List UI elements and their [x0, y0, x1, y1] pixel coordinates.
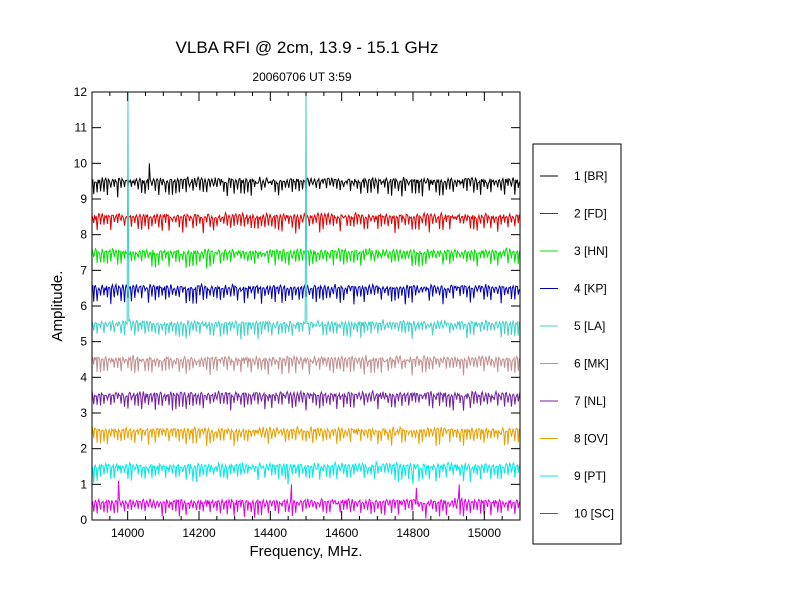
legend-entry: 10 [SC] — [574, 507, 614, 521]
chart-subtitle: 20060706 UT 3:59 — [252, 70, 352, 84]
series-line — [91, 460, 521, 485]
y-tick-label: 5 — [80, 335, 87, 349]
y-axis-label: Amplitude. — [49, 271, 66, 342]
series-line — [91, 210, 521, 234]
legend-entry: 6 [MK] — [574, 357, 609, 371]
y-tick-label: 6 — [80, 299, 87, 313]
x-tick-label: 14400 — [254, 526, 288, 540]
series-line — [91, 282, 521, 305]
legend-entry: 1 [BR] — [574, 169, 607, 183]
y-tick-label: 11 — [75, 121, 88, 135]
y-tick-label: 12 — [74, 85, 88, 99]
series-line — [91, 424, 521, 447]
legend-entry: 5 [LA] — [574, 319, 605, 333]
y-tick-label: 1 — [80, 477, 87, 491]
series-line — [91, 480, 521, 519]
legend-entry: 2 [FD] — [574, 207, 607, 221]
legend-box — [532, 143, 622, 545]
y-tick-label: 8 — [80, 228, 87, 242]
x-tick-label: 14000 — [111, 526, 145, 540]
x-axis-label: Frequency, MHz. — [249, 543, 362, 560]
legend-entry: 7 [NL] — [574, 394, 606, 408]
y-tick-label: 7 — [80, 263, 87, 277]
y-tick-label: 2 — [80, 442, 87, 456]
series-line — [91, 246, 521, 269]
y-tick-label: 4 — [80, 370, 87, 384]
legend: 1 [BR] 2 [FD] 3 [HN] 4 [KP] 5 [LA] 6 [MK] 7 [N… — [540, 169, 614, 521]
y-tick-label: 9 — [80, 192, 87, 206]
legend-entry: 9 [PT] — [574, 469, 606, 483]
series-line — [91, 354, 521, 376]
series-line — [91, 389, 521, 411]
x-tick-label: 15000 — [468, 526, 502, 540]
plot-area — [91, 91, 521, 519]
y-tick-label: 0 — [80, 513, 87, 527]
x-tick-label: 14200 — [182, 526, 216, 540]
legend-entry: 3 [HN] — [574, 244, 608, 258]
legend-entry: 4 [KP] — [574, 282, 607, 296]
y-tick-label: 3 — [80, 406, 87, 420]
y-tick-label: 10 — [74, 156, 88, 170]
x-tick-label: 14800 — [396, 526, 430, 540]
chart-title: VLBA RFI @ 2cm, 13.9 - 15.1 GHz — [176, 38, 439, 57]
legend-entry: 8 [OV] — [574, 432, 608, 446]
x-tick-label: 14600 — [325, 526, 359, 540]
